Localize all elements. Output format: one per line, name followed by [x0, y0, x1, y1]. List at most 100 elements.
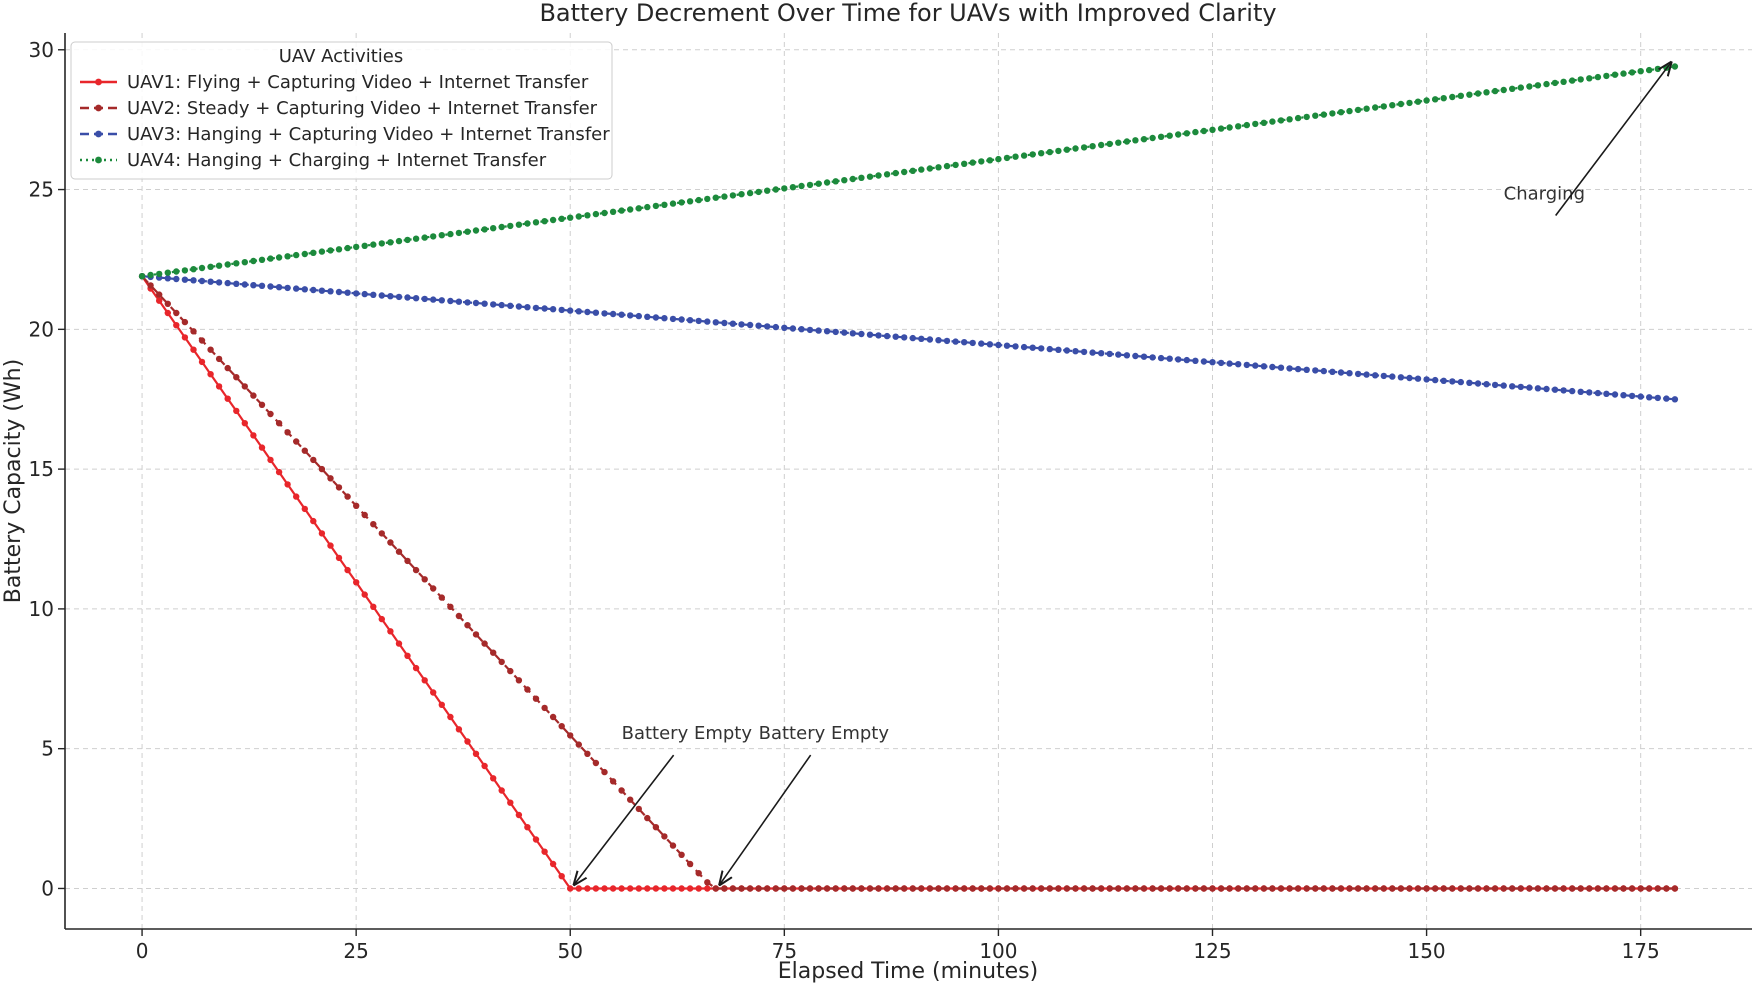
data-point [755, 188, 762, 196]
data-point [1312, 885, 1319, 892]
axes-group: 0 25 50 75 100 125 150 175 0 5 10 15 20 25 30 [29, 33, 1752, 963]
data-point [1294, 885, 1302, 892]
data-point [1594, 885, 1602, 892]
data-point [481, 226, 488, 233]
data-point [1312, 112, 1319, 119]
legend-marker-swatch [95, 156, 102, 164]
data-point [1500, 885, 1507, 892]
data-point [1491, 87, 1499, 95]
data-point [1406, 374, 1413, 382]
data-point [952, 885, 959, 892]
data-point [1671, 63, 1679, 70]
data-point [969, 339, 976, 347]
data-point [1654, 65, 1662, 73]
data-point [1569, 387, 1576, 395]
data-point [875, 332, 882, 339]
data-point [498, 787, 505, 794]
data-point [1243, 121, 1251, 129]
data-point [1363, 371, 1370, 378]
data-point [250, 432, 257, 439]
data-point [961, 339, 968, 346]
data-point [618, 207, 625, 214]
data-point [1406, 885, 1413, 892]
data-point [841, 885, 848, 892]
data-point [464, 622, 471, 629]
data-point [1226, 360, 1233, 367]
data-point [901, 334, 908, 341]
data-point [1303, 366, 1310, 373]
data-point [481, 300, 488, 307]
data-point [1509, 85, 1516, 93]
data-point [1063, 885, 1071, 892]
data-point [198, 264, 206, 272]
data-point [181, 267, 189, 274]
data-point [832, 178, 839, 185]
data-point [1414, 885, 1422, 892]
data-point [1003, 154, 1011, 162]
data-point [823, 179, 831, 186]
data-point [1466, 91, 1473, 98]
data-point [1526, 384, 1533, 391]
data-point [1346, 370, 1353, 377]
data-point [627, 796, 634, 803]
data-point [1106, 350, 1113, 358]
data-point [841, 329, 848, 336]
data-point [532, 304, 540, 312]
data-point [293, 493, 300, 500]
data-point [935, 337, 942, 344]
data-point [1380, 103, 1388, 110]
data-point [1046, 148, 1054, 156]
data-point [1346, 885, 1353, 892]
data-point [986, 885, 994, 892]
data-point [978, 340, 985, 347]
data-point [695, 870, 702, 877]
data-point [1192, 128, 1199, 136]
data-point [1603, 390, 1610, 397]
data-point [789, 885, 797, 892]
data-point [575, 213, 582, 220]
data-point [1611, 885, 1619, 892]
data-point [1414, 98, 1422, 105]
data-point [387, 293, 394, 300]
data-point [1577, 76, 1584, 83]
data-point [455, 612, 463, 620]
data-point [138, 273, 146, 280]
data-point [1449, 93, 1456, 101]
data-point [883, 171, 891, 178]
chart-title: Battery Decrement Over Time for UAVs wit… [539, 0, 1276, 27]
data-point [181, 318, 189, 326]
data-point [507, 222, 514, 230]
legend-box [70, 41, 613, 180]
data-point [644, 203, 651, 211]
data-point [1106, 885, 1113, 892]
data-point [901, 168, 908, 176]
legend: UAV Activities UAV1: Flying + Capturing … [70, 41, 613, 180]
data-point [293, 438, 300, 445]
data-point [704, 885, 711, 892]
data-point [678, 851, 685, 858]
data-point [1466, 379, 1473, 386]
x-tick-label: 125 [1193, 939, 1231, 963]
data-point [1543, 80, 1550, 88]
data-point [1517, 84, 1525, 91]
data-point [961, 160, 968, 167]
data-point [490, 649, 497, 656]
data-point [1569, 885, 1576, 892]
data-point [746, 885, 754, 892]
data-point [1269, 363, 1276, 371]
data-point [1183, 356, 1191, 364]
data-point [1474, 885, 1482, 892]
data-point [704, 195, 711, 203]
data-point [1389, 885, 1396, 892]
data-point [361, 591, 368, 598]
data-point [1286, 365, 1293, 372]
data-point [198, 337, 206, 344]
data-point [1432, 885, 1439, 892]
data-point [173, 309, 180, 317]
data-point [644, 313, 651, 320]
data-point [1457, 885, 1465, 892]
data-point [1055, 147, 1062, 155]
data-point [412, 235, 420, 242]
data-point [1620, 70, 1627, 77]
data-point [806, 885, 814, 892]
